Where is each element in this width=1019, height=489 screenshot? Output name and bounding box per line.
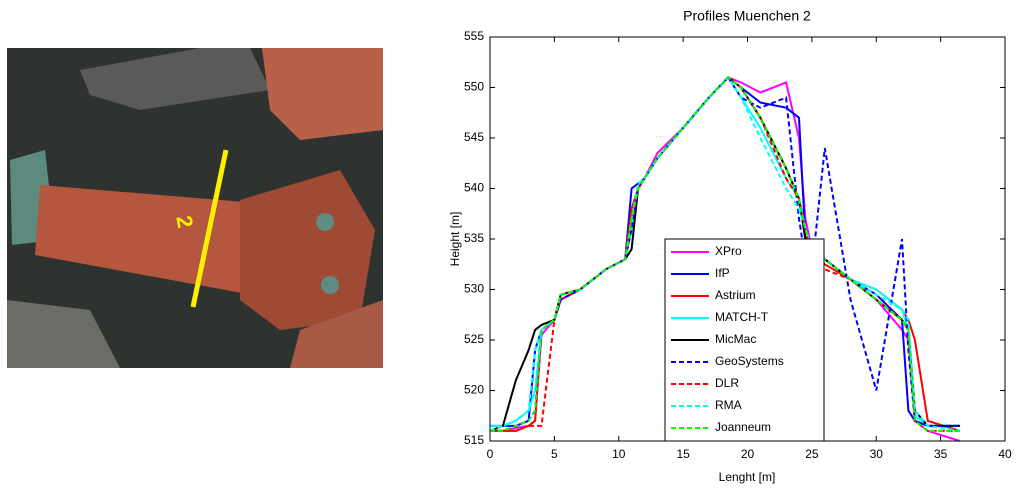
x-tick-label: 30 xyxy=(870,447,884,461)
legend-label: DLR xyxy=(715,376,739,390)
x-axis-label: Lenght [m] xyxy=(719,470,776,484)
x-tick-label: 25 xyxy=(805,447,819,461)
y-tick-label: 540 xyxy=(464,181,484,195)
building xyxy=(80,48,270,110)
y-tick-label: 555 xyxy=(464,29,484,43)
profile-label: 2 xyxy=(171,214,198,230)
y-tick-label: 520 xyxy=(464,383,484,397)
x-tick-label: 35 xyxy=(934,447,948,461)
legend-label: GeoSystems xyxy=(715,354,784,368)
legend-label: MicMac xyxy=(715,332,756,346)
roof xyxy=(240,170,375,330)
x-tick-label: 10 xyxy=(612,447,626,461)
roof xyxy=(35,185,280,300)
legend-label: XPro xyxy=(715,244,742,258)
legend-label: MATCH-T xyxy=(715,310,769,324)
legend-label: IfP xyxy=(715,266,730,280)
y-tick-label: 530 xyxy=(464,282,484,296)
x-tick-label: 0 xyxy=(487,447,494,461)
series-line xyxy=(490,76,960,432)
y-tick-label: 525 xyxy=(464,332,484,346)
y-tick-label: 545 xyxy=(464,130,484,144)
y-tick-label: 550 xyxy=(464,80,484,94)
chart-title: Profiles Muenchen 2 xyxy=(683,8,811,24)
y-tick-label: 535 xyxy=(464,231,484,245)
legend-label: RMA xyxy=(715,398,742,412)
legend-label: Astrium xyxy=(715,288,756,302)
legend-label: Joanneum xyxy=(715,420,771,434)
street xyxy=(7,300,120,368)
roof xyxy=(290,300,383,368)
x-tick-label: 20 xyxy=(741,447,755,461)
aerial-image: 2 xyxy=(7,48,383,368)
profile-line xyxy=(190,149,229,308)
x-tick-label: 5 xyxy=(551,447,558,461)
roof xyxy=(262,48,383,140)
dome xyxy=(321,276,339,294)
x-tick-label: 40 xyxy=(998,447,1012,461)
y-axis-label: Height [m] xyxy=(448,212,462,267)
dome xyxy=(316,213,334,231)
y-tick-label: 515 xyxy=(464,433,484,447)
x-tick-label: 15 xyxy=(676,447,690,461)
